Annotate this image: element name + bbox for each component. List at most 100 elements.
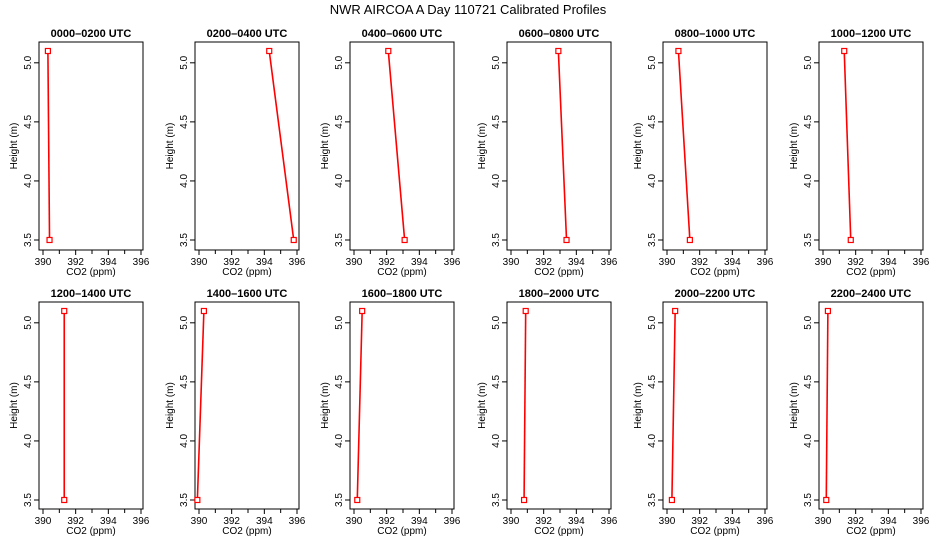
y-axis-label: Height (m) — [320, 123, 331, 170]
y-tick-label: 4.0 — [179, 174, 190, 188]
profile-line — [196, 310, 205, 501]
panel-title: 0800–1000 UTC — [675, 28, 756, 40]
y-tick-label: 4.0 — [334, 174, 345, 188]
x-tick-label: 396 — [289, 257, 306, 268]
profile-line — [677, 50, 691, 241]
data-point-marker — [847, 236, 854, 244]
data-point-marker — [354, 496, 361, 504]
y-tick-label: 4.5 — [491, 114, 502, 128]
x-tick-label: 396 — [289, 516, 306, 527]
y-tick-label: 3.5 — [491, 493, 502, 507]
x-tick-label: 396 — [757, 516, 774, 527]
x-tick-label: 392 — [691, 257, 708, 268]
data-point-marker — [563, 236, 570, 244]
y-tick-label: 4.0 — [23, 174, 34, 188]
y-tick-label: 5.0 — [334, 315, 345, 329]
x-tick-label: 392 — [691, 516, 708, 527]
x-tick-label: 392 — [847, 257, 864, 268]
plot-frame — [662, 41, 768, 251]
x-tick-label: 394 — [880, 257, 897, 268]
plot-frame — [194, 41, 300, 251]
x-tick-label: 390 — [659, 257, 676, 268]
y-tick-label: 5.0 — [647, 315, 658, 329]
y-axis-label: Height (m) — [9, 123, 20, 170]
x-tick-label: 396 — [601, 516, 618, 527]
y-tick-label: 4.5 — [647, 114, 658, 128]
profile-panel: 1000–1200 UTC 390 392 394 396 CO2 (ppm) 3.5 4.0… — [789, 28, 930, 278]
profile-panel: 0000–0200 UTC 390 392 394 396 CO2 (ppm) 3.5 4.0… — [9, 28, 150, 278]
x-tick-label: 390 — [191, 257, 208, 268]
x-tick-label: 392 — [535, 257, 552, 268]
x-tick-label: 396 — [133, 257, 150, 268]
y-tick-label: 3.5 — [803, 493, 814, 507]
y-tick-label: 3.5 — [647, 233, 658, 247]
y-axis-label: Height (m) — [633, 123, 644, 170]
profile-line — [523, 310, 527, 501]
y-tick-label: 4.0 — [491, 434, 502, 448]
x-tick-label: 390 — [503, 516, 520, 527]
x-tick-label: 390 — [35, 516, 52, 527]
y-tick-label: 4.0 — [491, 174, 502, 188]
x-tick-label: 394 — [880, 516, 897, 527]
data-point-marker — [675, 47, 682, 55]
y-tick-label: 5.0 — [491, 55, 502, 69]
data-point-marker — [61, 307, 68, 315]
y-tick-label: 3.5 — [647, 493, 658, 507]
x-tick-label: 394 — [256, 257, 273, 268]
x-tick-label: 394 — [568, 257, 585, 268]
panel-title: 1600–1800 UTC — [362, 288, 443, 300]
panel-title: 1200–1400 UTC — [51, 288, 132, 300]
plot-frame — [349, 301, 455, 510]
x-tick-label: 394 — [411, 257, 428, 268]
panel-title: 2000–2200 UTC — [675, 288, 756, 300]
panel-title: 1400–1600 UTC — [207, 288, 288, 300]
profile-panel: 2200–2400 UTC 390 392 394 396 CO2 (ppm) 3.5 4.0… — [789, 288, 930, 537]
y-tick-label: 4.0 — [179, 434, 190, 448]
panel-title: 0400–0600 UTC — [362, 28, 443, 40]
plot-frame — [38, 41, 144, 251]
plot-frame — [818, 301, 924, 510]
x-axis-label: CO2 (ppm) — [534, 526, 583, 537]
x-axis-label: CO2 (ppm) — [66, 267, 115, 278]
y-tick-label: 4.0 — [334, 434, 345, 448]
profile-line — [671, 310, 676, 501]
profile-line — [387, 50, 406, 241]
y-tick-label: 3.5 — [803, 233, 814, 247]
y-axis-label: Height (m) — [320, 382, 331, 429]
data-point-marker — [555, 47, 562, 55]
x-tick-label: 390 — [35, 257, 52, 268]
x-tick-label: 390 — [815, 257, 832, 268]
y-tick-label: 4.0 — [647, 174, 658, 188]
x-axis-label: CO2 (ppm) — [222, 267, 271, 278]
data-point-marker — [385, 47, 392, 55]
y-tick-label: 4.5 — [491, 374, 502, 388]
x-axis-label: CO2 (ppm) — [222, 526, 271, 537]
x-tick-label: 396 — [757, 257, 774, 268]
panel-title: 0600–0800 UTC — [519, 28, 600, 40]
x-tick-label: 390 — [659, 516, 676, 527]
x-tick-label: 394 — [100, 257, 117, 268]
x-axis-label: CO2 (ppm) — [377, 526, 426, 537]
profile-panel: 1600–1800 UTC 390 392 394 396 CO2 (ppm) 3.5 4.0… — [320, 288, 461, 537]
data-point-marker — [46, 236, 53, 244]
data-point-marker — [823, 496, 830, 504]
panels-group: 0000–0200 UTC 390 392 394 396 CO2 (ppm) 3.5 4.0… — [9, 28, 930, 537]
plot-frame — [506, 301, 612, 510]
y-tick-label: 4.5 — [803, 114, 814, 128]
x-tick-label: 390 — [346, 516, 363, 527]
data-point-marker — [194, 496, 201, 504]
y-tick-label: 5.0 — [23, 315, 34, 329]
x-tick-label: 396 — [444, 257, 461, 268]
y-tick-label: 4.0 — [803, 434, 814, 448]
y-tick-label: 5.0 — [647, 55, 658, 69]
data-point-marker — [841, 47, 848, 55]
plot-frame — [194, 301, 300, 510]
panel-title: 1800–2000 UTC — [519, 288, 600, 300]
profile-line — [825, 310, 829, 501]
x-tick-label: 392 — [67, 257, 84, 268]
x-tick-label: 394 — [411, 516, 428, 527]
y-tick-label: 5.0 — [491, 315, 502, 329]
plot-frame — [506, 41, 612, 251]
x-tick-label: 396 — [444, 516, 461, 527]
